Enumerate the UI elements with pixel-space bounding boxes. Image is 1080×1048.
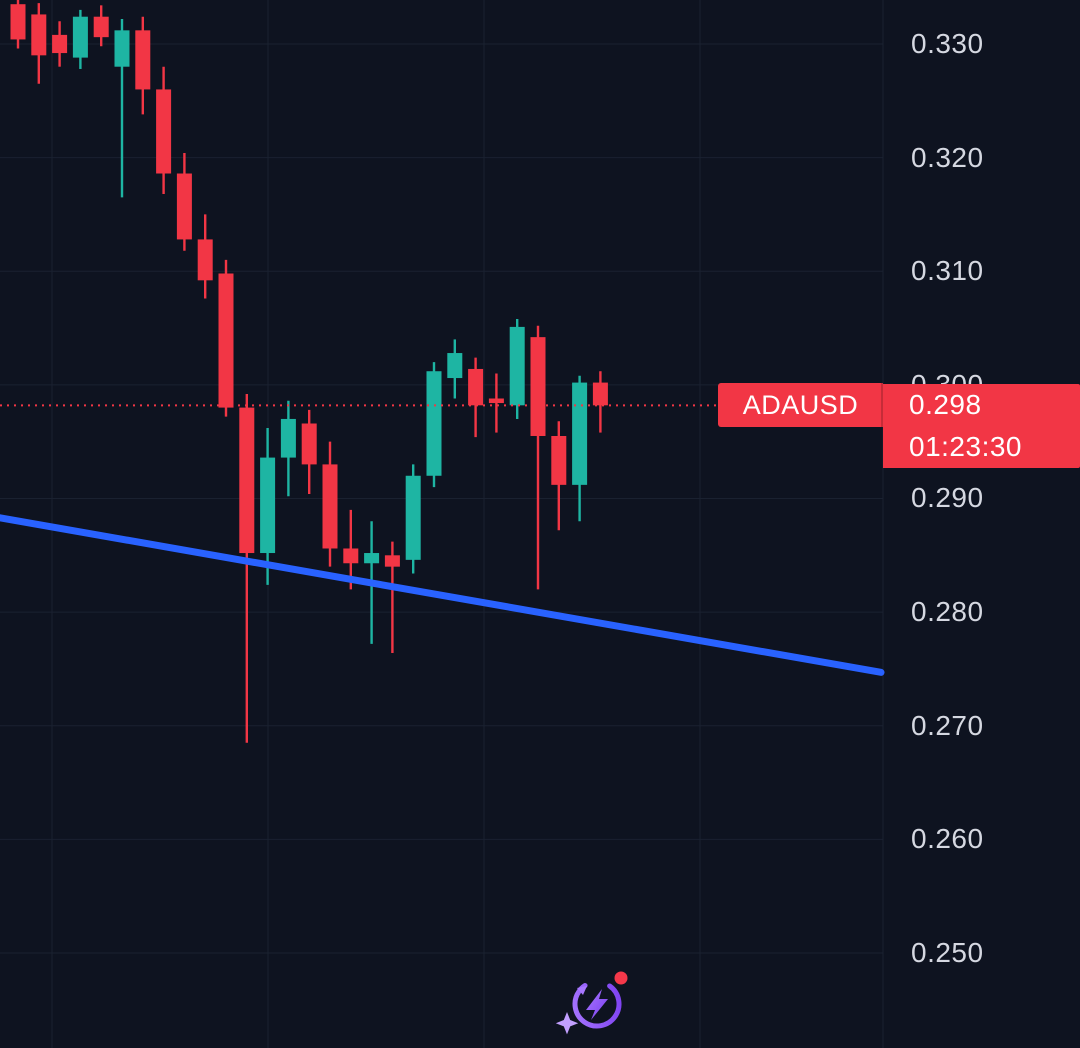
lightning-icon [586,989,608,1020]
candle-body [405,475,421,560]
price-tick-label: 0.250 [911,937,984,968]
candle-body [260,457,276,554]
candle-body [301,423,317,465]
candle-body [135,30,151,90]
price-tick-label: 0.260 [911,823,984,855]
candle-body [509,326,525,406]
price-axis-label: 0.298 01:23:30 [883,384,1080,469]
brand-logo [555,966,641,1040]
candle-body [364,553,380,564]
candle-body [384,555,400,567]
candle-body [488,398,504,404]
candle-body [280,418,296,458]
price-tick-label: 0.320 [911,141,984,173]
candle-body [31,14,47,56]
candle-body [197,239,213,281]
candle-body [114,30,130,67]
candle-body [156,89,172,174]
candle-body [10,4,26,40]
price-tick-label: 0.290 [911,482,984,514]
candle-body [218,273,234,408]
price-tick-label: 0.310 [911,255,984,287]
candle-body [530,337,546,436]
candle-body [468,368,484,406]
trendline[interactable] [0,514,885,676]
price-axis[interactable]: 0.3300.3200.3100.3000.2900.2800.2700.260… [883,0,1080,1048]
candle-body [572,382,588,485]
candle-body [592,382,608,406]
price-tick-label: 0.270 [911,709,984,741]
last-price: 0.298 [909,389,982,421]
candle-body [93,16,109,38]
price-tick-label: 0.280 [911,596,984,628]
candle-body [176,173,192,240]
candle-body [322,464,338,549]
candle-body [343,548,359,564]
notification-dot [614,971,628,985]
orbit-arrow-icon [572,979,622,1029]
candle-body [426,371,442,476]
candle-body [551,435,567,485]
candle-body [447,353,463,379]
symbol-text: ADAUSD [742,389,859,420]
candle-body [52,34,68,54]
price-tick-label: 0.330 [911,27,984,59]
sparkle-icon [555,1012,579,1035]
candle-body [72,16,88,58]
price-line-symbol-label: ADAUSD [718,383,883,428]
bar-countdown: 01:23:30 [909,431,1022,463]
candle-body [239,407,255,554]
